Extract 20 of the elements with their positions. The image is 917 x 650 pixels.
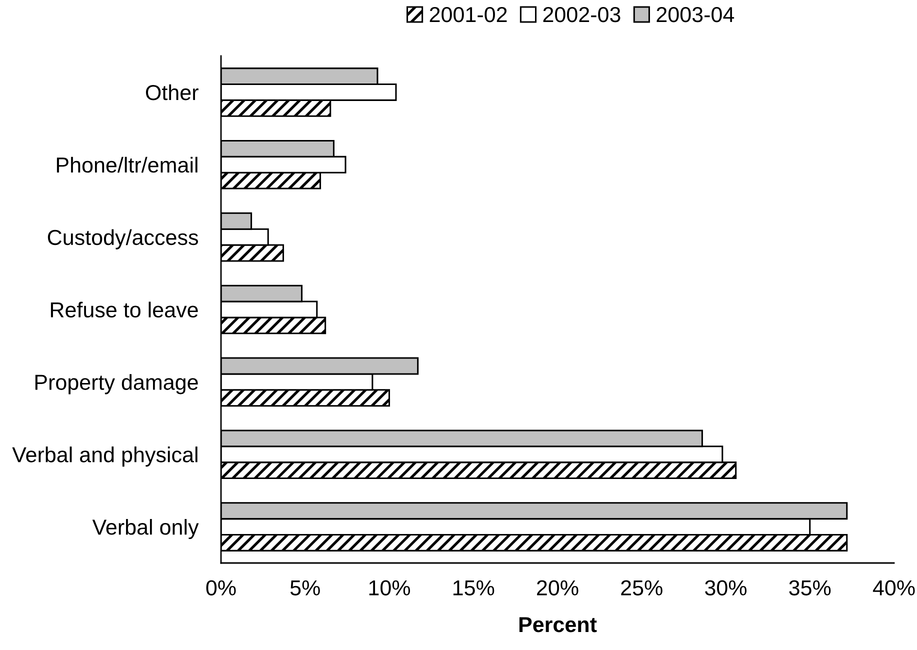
x-tick-label: 15% (453, 580, 494, 596)
x-tick-label: 25% (621, 580, 662, 596)
y-tick-label: Phone/ltr/email (56, 156, 198, 173)
y-tick-label: Property damage (35, 374, 198, 394)
y-tick-label: Verbal only (92, 518, 199, 540)
x-tick-label: 35% (789, 580, 831, 596)
legend-label: 2003-04 (656, 6, 734, 22)
x-tick-label: 20% (537, 580, 578, 596)
x-tick-label: 10% (369, 580, 410, 596)
x-axis-title: Percent (519, 617, 597, 632)
x-tick-label: 5% (290, 580, 320, 596)
x-tick-label: 40% (872, 580, 915, 596)
legend-label: 2002-03 (543, 6, 620, 22)
x-tick-label: 30% (705, 580, 747, 596)
y-tick-label: Custody/access (48, 229, 198, 250)
x-tick-label: 0% (206, 580, 236, 596)
y-tick-label: Other (146, 84, 198, 100)
legend-label: 2001-02 (430, 6, 507, 22)
y-tick-label: Verbal and physical (12, 446, 198, 467)
y-tick-label: Refuse to leave (50, 302, 198, 318)
